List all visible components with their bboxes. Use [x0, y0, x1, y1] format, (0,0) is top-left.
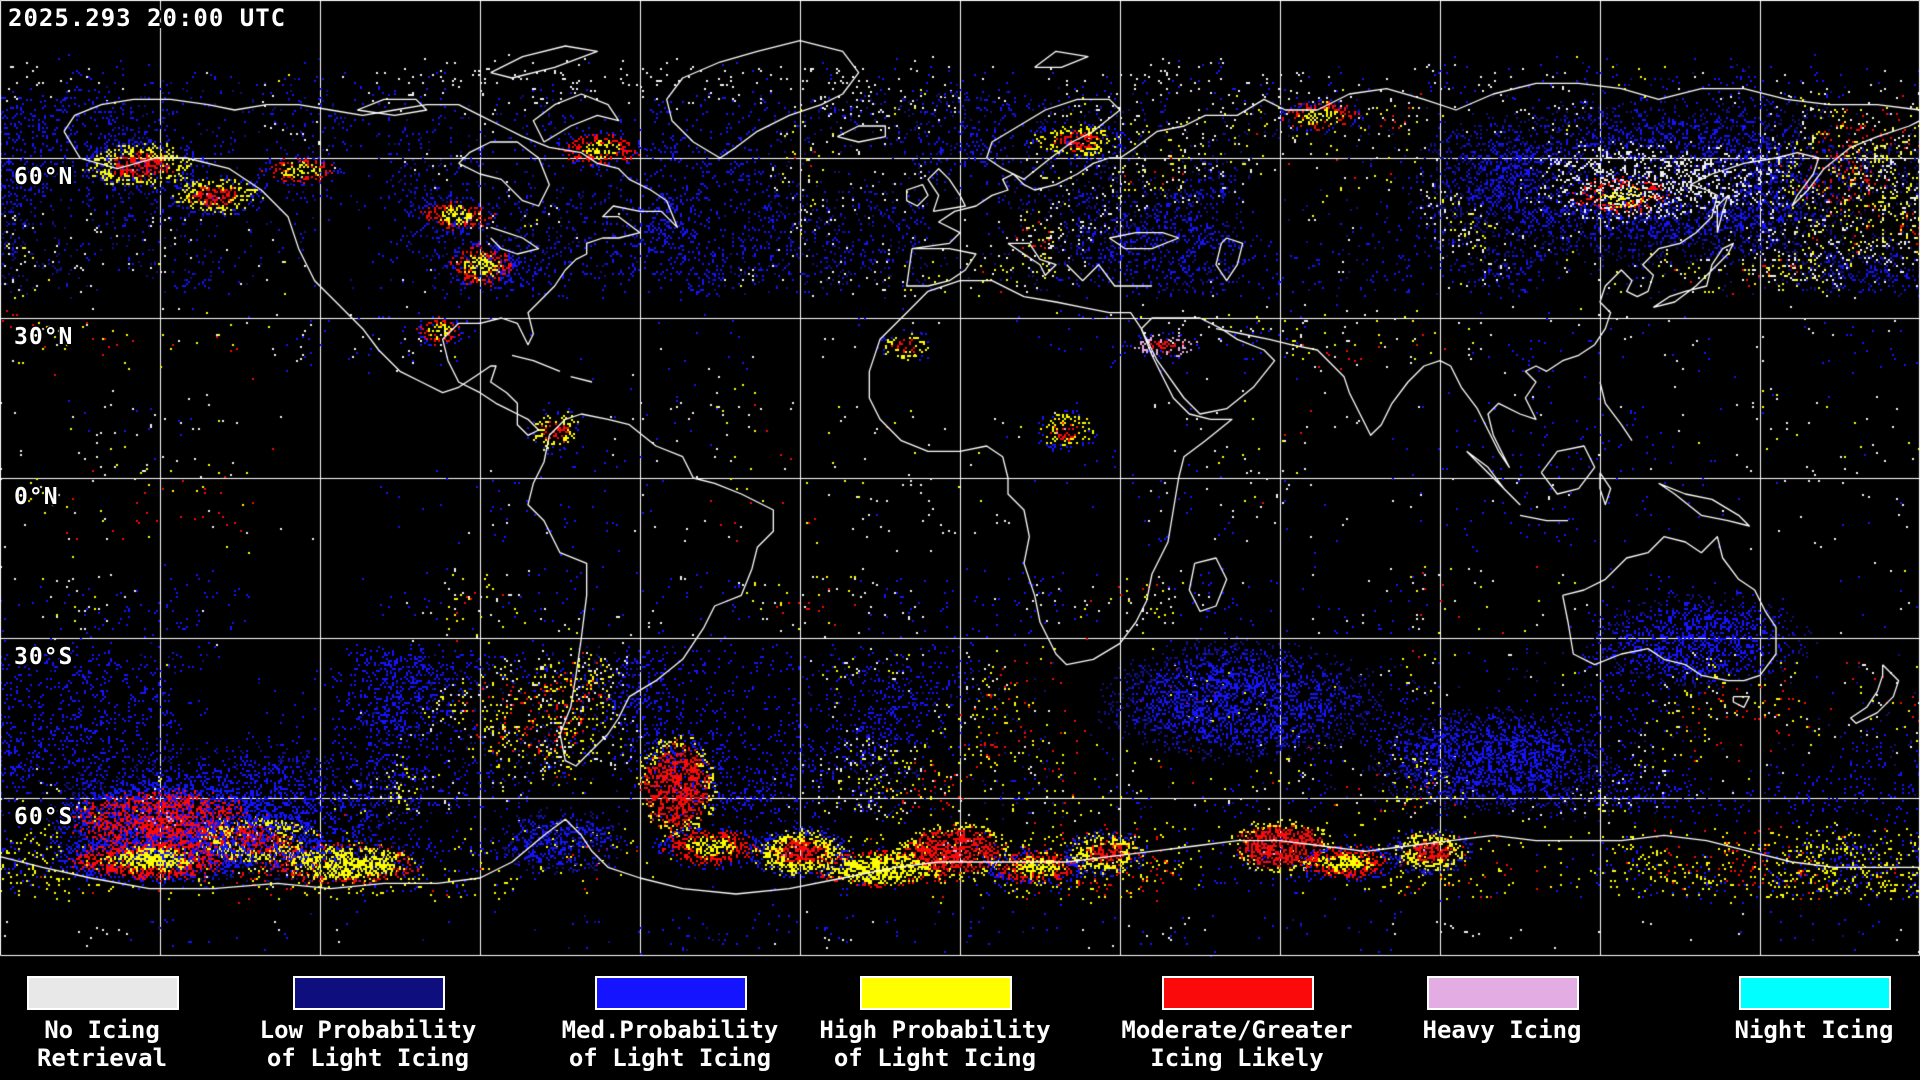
- lat-label-30n: 30°N: [14, 324, 74, 350]
- lat-label-60n: 60°N: [14, 164, 74, 190]
- lat-label-0n: 0°N: [14, 484, 59, 510]
- timestamp: 2025.293 20:00 UTC: [8, 4, 287, 32]
- legend-label-low-prob: Low Probability of Light Icing: [259, 1016, 477, 1072]
- lat-label-30s: 30°S: [14, 644, 74, 670]
- legend-label-moderate: Moderate/Greater Icing Likely: [1121, 1016, 1353, 1072]
- legend-label-night: Night Icing: [1734, 1016, 1894, 1044]
- legend-swatch-no-icing: [27, 976, 179, 1010]
- world-map-canvas: [0, 0, 1920, 958]
- legend-label-heavy: Heavy Icing: [1422, 1016, 1582, 1044]
- legend-swatch-med-prob: [595, 976, 747, 1010]
- legend-label-high-prob: High Probability of Light Icing: [819, 1016, 1051, 1072]
- legend-swatch-moderate: [1162, 976, 1314, 1010]
- legend: No Icing Retrieval Low Probability of Ligh…: [0, 958, 1920, 1080]
- legend-swatch-heavy: [1427, 976, 1579, 1010]
- lat-label-60s: 60°S: [14, 804, 74, 830]
- legend-label-med-prob: Med.Probability of Light Icing: [561, 1016, 779, 1072]
- legend-label-no-icing: No Icing Retrieval: [36, 1016, 168, 1072]
- legend-swatch-low-prob: [293, 976, 445, 1010]
- legend-swatch-night: [1739, 976, 1891, 1010]
- legend-swatch-high-prob: [860, 976, 1012, 1010]
